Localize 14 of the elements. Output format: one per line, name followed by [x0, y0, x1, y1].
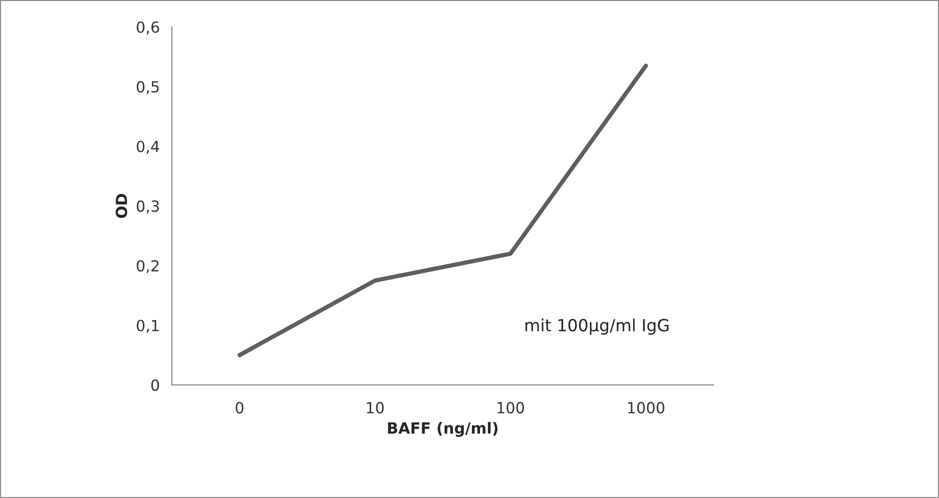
x-tick-label: 10	[366, 402, 384, 414]
y-tick-label: 0,3	[136, 200, 159, 214]
annotation: mit 100µg/ml IgG	[526, 318, 669, 335]
y-axis-title: OD	[116, 194, 128, 218]
x-tick-label: 100	[498, 402, 524, 414]
x-axis-title: BAFF (ng/ml)	[388, 422, 498, 437]
x-tick-label: 1000	[628, 402, 664, 414]
y-tick-label: 0,5	[136, 81, 159, 94]
y-tick-label: 0,2	[136, 260, 158, 274]
y-tick-label: 0,6	[136, 21, 160, 34]
y-tick-label: 0,4	[136, 140, 160, 154]
x-tick-label: 0	[236, 402, 244, 414]
y-tick-label: 0	[151, 379, 160, 391]
y-tick-label: 0,1	[136, 320, 159, 333]
